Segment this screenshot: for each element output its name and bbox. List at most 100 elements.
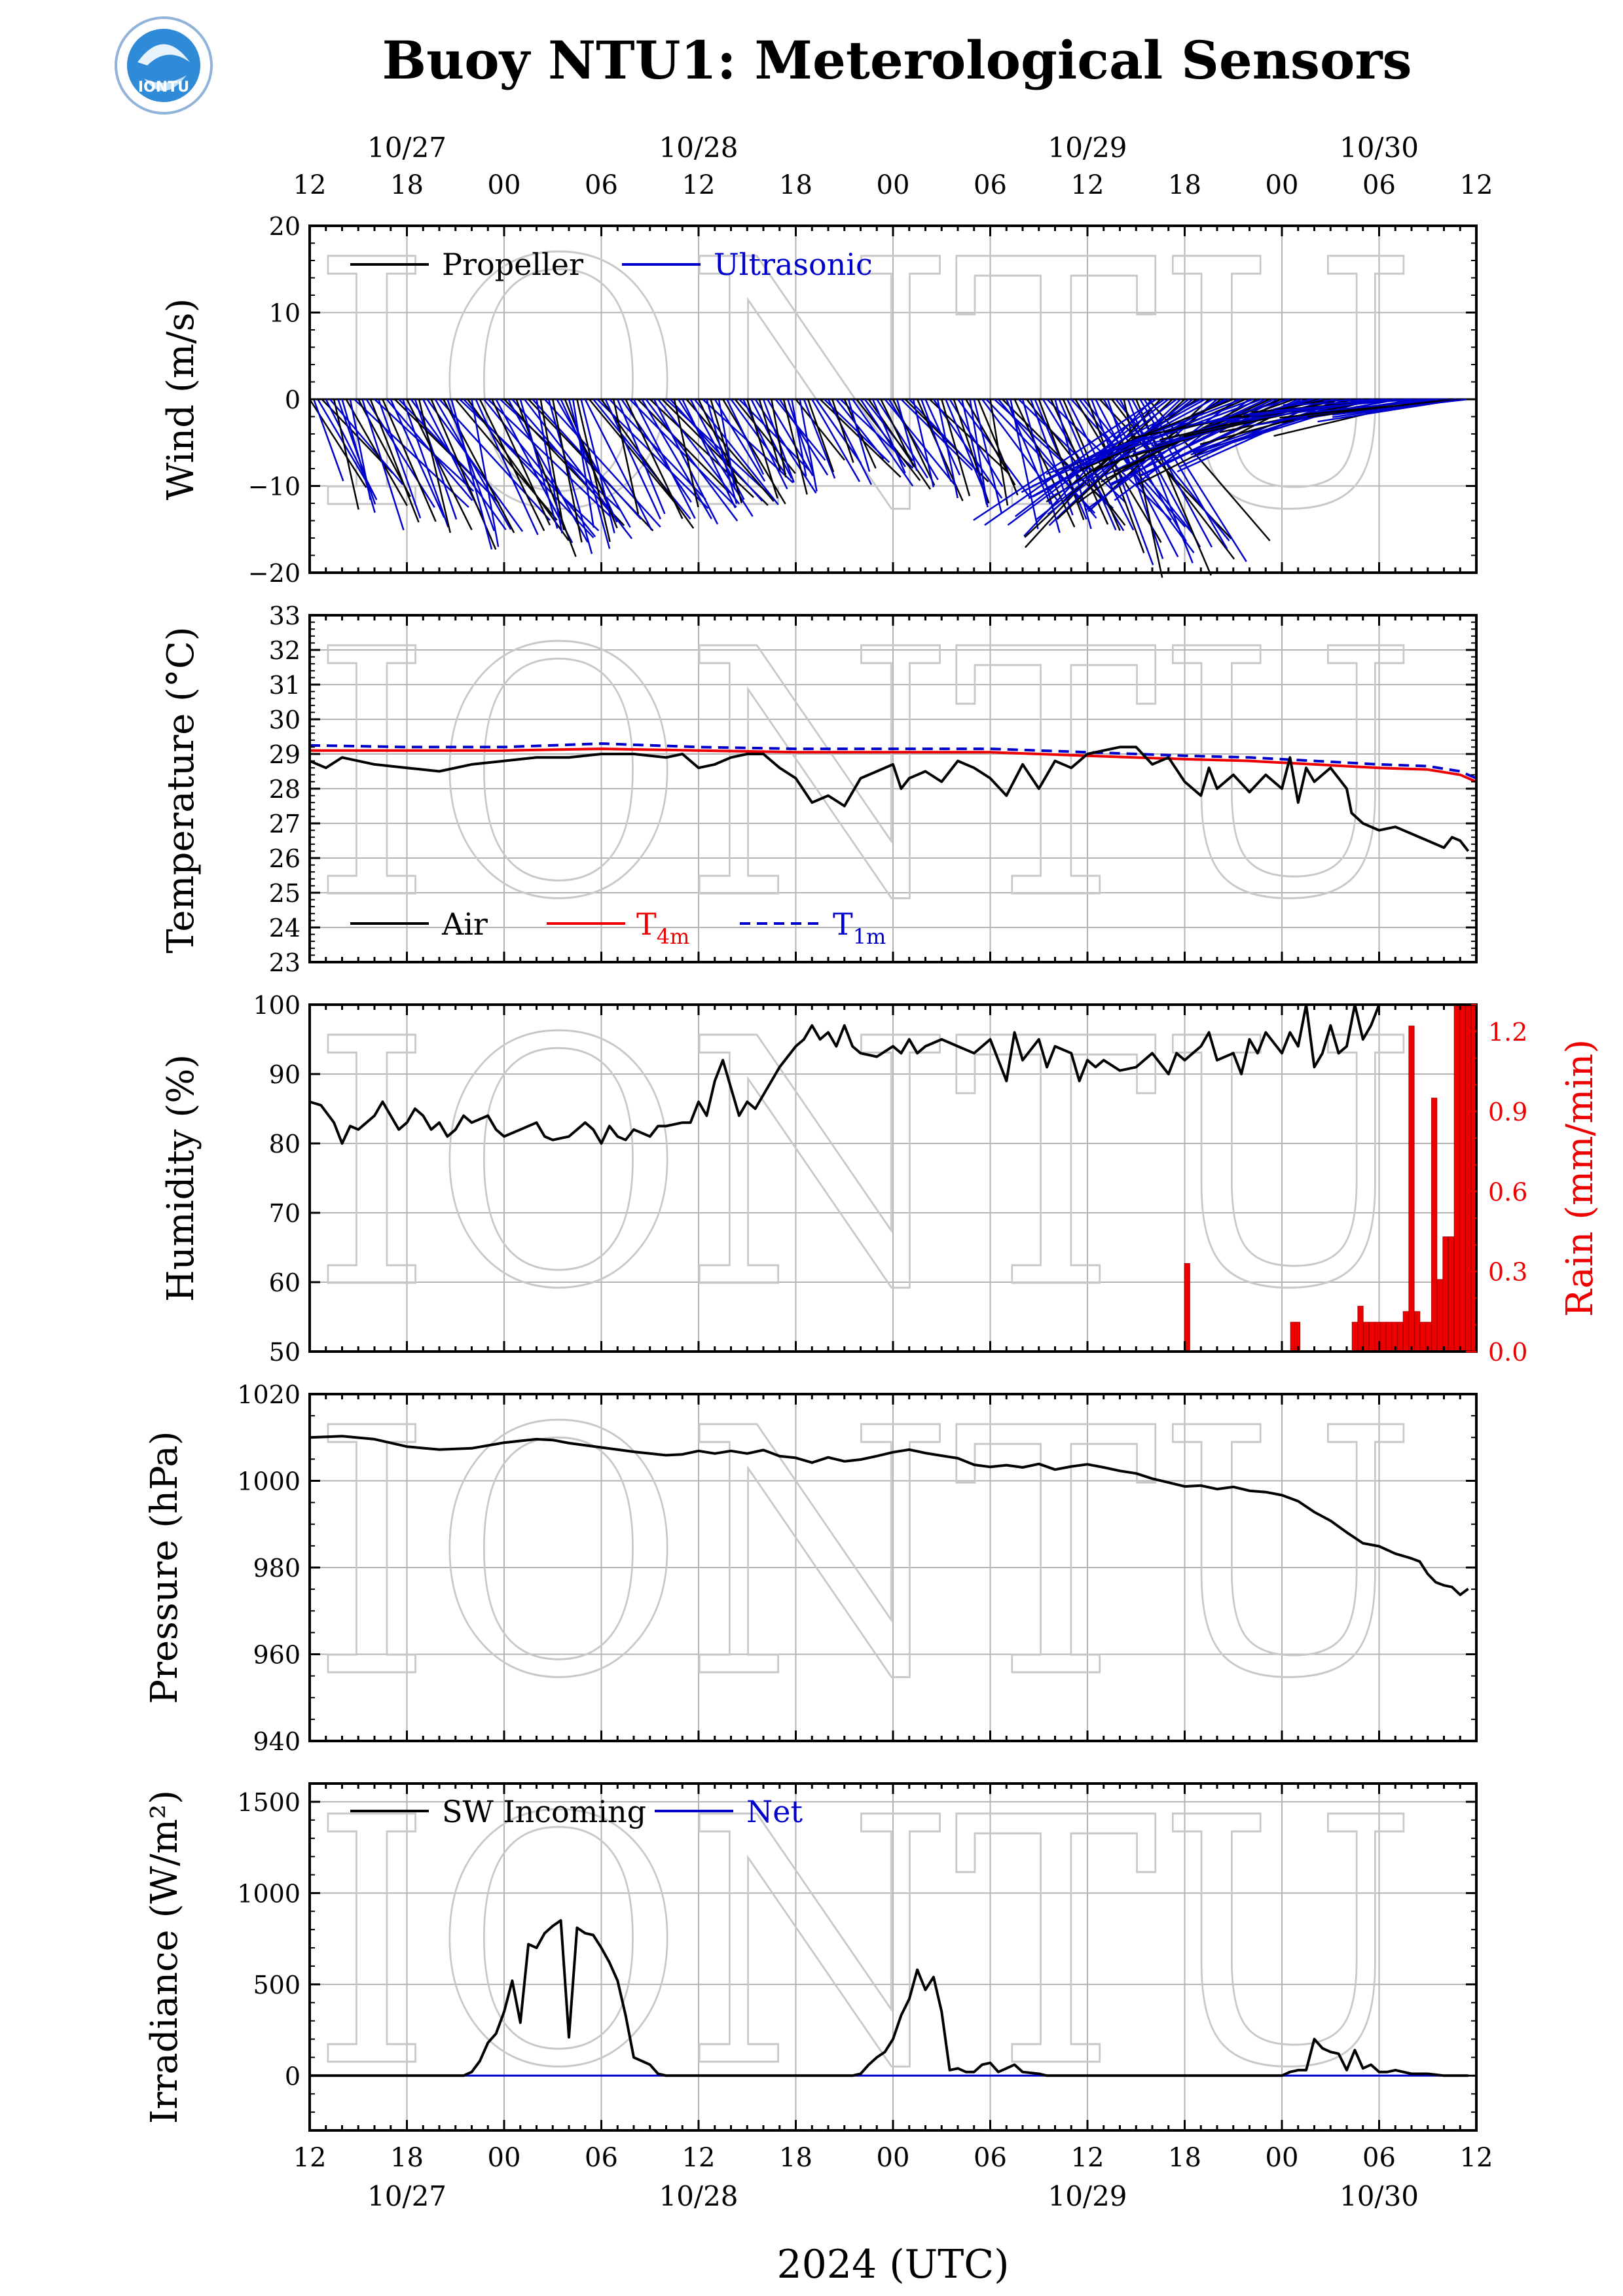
rain-bar bbox=[1465, 1004, 1472, 1352]
wind-stick bbox=[827, 399, 873, 486]
wind-stick bbox=[843, 399, 877, 469]
wind-stick bbox=[536, 399, 563, 534]
y-tick-label: 980 bbox=[253, 1554, 301, 1583]
wind-stick bbox=[799, 399, 818, 492]
wind-stick bbox=[758, 399, 781, 471]
wind-stick bbox=[1323, 398, 1448, 402]
y-tick-label: 1500 bbox=[237, 1788, 301, 1817]
rain-bar bbox=[1363, 1321, 1370, 1352]
y-tick-label: 28 bbox=[269, 775, 301, 804]
wind-stick bbox=[775, 399, 826, 461]
rain-bar bbox=[1351, 1321, 1358, 1352]
wind-stick bbox=[786, 399, 815, 476]
wind-stick bbox=[912, 399, 935, 488]
wind-stick bbox=[888, 399, 939, 480]
legend-air: Air bbox=[441, 906, 488, 942]
wind-stick bbox=[852, 399, 914, 487]
wind-stick bbox=[722, 399, 786, 505]
bottom-hour-tick-label: 18 bbox=[1168, 2143, 1201, 2173]
rain-bar bbox=[1414, 1311, 1421, 1352]
temperature-legend: Air T4m T1m bbox=[350, 906, 886, 949]
irradiance-lines bbox=[310, 1919, 1468, 2077]
wind-stick bbox=[1032, 398, 1214, 498]
bottom-hour-tick-labels: 12 18 00 06 12 18 00 06 12 18 00 06 12 bbox=[293, 2143, 1493, 2173]
top-hour-tick-label: 12 bbox=[682, 170, 716, 200]
bottom-date-label: 10/29 bbox=[1048, 2180, 1127, 2212]
wind-stick bbox=[507, 399, 589, 543]
wind-stick bbox=[418, 399, 451, 533]
wind-stick bbox=[406, 399, 473, 531]
wind-stick bbox=[1143, 399, 1247, 562]
wind-stick bbox=[1021, 398, 1201, 493]
top-date-label: 10/29 bbox=[1048, 132, 1127, 164]
wind-stick bbox=[447, 399, 496, 531]
wind-stick bbox=[1010, 399, 1039, 529]
bottom-hour-tick-label: 06 bbox=[974, 2143, 1007, 2173]
wind-stick bbox=[333, 399, 359, 510]
wind-stick bbox=[402, 399, 449, 528]
y-tick-label: 500 bbox=[253, 1971, 301, 2000]
top-hour-tick-label: 06 bbox=[585, 170, 618, 200]
y-tick-label: 25 bbox=[269, 879, 301, 908]
wind-stick bbox=[637, 399, 731, 493]
wind-stick bbox=[1311, 398, 1444, 413]
wind-stick bbox=[1332, 398, 1468, 416]
wind-stick bbox=[714, 399, 766, 482]
top-hour-tick-label: 12 bbox=[293, 170, 327, 200]
wind-stick bbox=[718, 399, 736, 490]
wind-stick bbox=[1111, 399, 1235, 560]
irradiance-grid bbox=[310, 1784, 1476, 2130]
rain-bar bbox=[1357, 1306, 1364, 1352]
wind-stick bbox=[426, 399, 524, 532]
pressure-line bbox=[309, 1435, 1469, 1596]
wind-stick bbox=[390, 399, 445, 518]
wind-sticks bbox=[308, 398, 1476, 578]
y-tick-label: 26 bbox=[269, 844, 301, 873]
rain-bar bbox=[1380, 1321, 1387, 1352]
wind-stick bbox=[791, 399, 807, 476]
wind-stick bbox=[378, 399, 422, 519]
bottom-hour-tick-label: 12 bbox=[682, 2143, 716, 2173]
humidity-line bbox=[309, 1003, 1381, 1145]
wind-stick bbox=[645, 399, 739, 522]
bottom-hour-tick-label: 00 bbox=[877, 2143, 910, 2173]
y-tick-label: 0 bbox=[285, 2062, 301, 2090]
wind-stick bbox=[475, 399, 539, 535]
bottom-hour-tick-label: 12 bbox=[293, 2143, 327, 2173]
wind-stick bbox=[511, 399, 616, 519]
wind-stick bbox=[532, 399, 642, 520]
wind-stick bbox=[710, 399, 743, 503]
wind-stick bbox=[439, 399, 551, 521]
wind-stick bbox=[434, 399, 512, 530]
wind-stick bbox=[604, 399, 661, 520]
wind-stick bbox=[896, 399, 918, 471]
y-tick-label: −10 bbox=[248, 473, 301, 501]
wind-stick bbox=[515, 399, 577, 557]
rain-bar bbox=[1408, 1026, 1415, 1352]
y-tick-label: 29 bbox=[269, 740, 301, 769]
rain-bar bbox=[1397, 1321, 1404, 1352]
top-hour-tick-label: 18 bbox=[779, 170, 812, 200]
legend-t4m: T4m bbox=[636, 906, 689, 949]
wind-stick bbox=[835, 399, 884, 459]
wind-stick bbox=[682, 399, 737, 509]
y-tick-label: 0 bbox=[285, 386, 301, 414]
wind-stick bbox=[612, 399, 640, 514]
irradiance-legend: SW Incoming Net bbox=[350, 1794, 803, 1829]
wind-stick bbox=[665, 399, 771, 495]
rain-y-tick-label: 0.9 bbox=[1488, 1098, 1527, 1126]
pressure-axes: 940 960 980 1000 1020 bbox=[237, 1380, 1478, 1756]
rain-bar bbox=[1459, 1004, 1466, 1352]
series-air-line bbox=[309, 745, 1470, 852]
bottom-hour-tick-label: 12 bbox=[1071, 2143, 1104, 2173]
wind-stick bbox=[450, 399, 493, 550]
bottom-hour-tick-label: 06 bbox=[585, 2143, 618, 2173]
wind-stick bbox=[673, 399, 699, 508]
top-hour-tick-label: 12 bbox=[1460, 170, 1493, 200]
humidity-grid bbox=[310, 1005, 1476, 1352]
wind-stick bbox=[1135, 399, 1212, 576]
y-tick-label: 23 bbox=[269, 948, 301, 977]
wind-stick bbox=[584, 399, 653, 531]
wind-stick bbox=[936, 399, 958, 499]
